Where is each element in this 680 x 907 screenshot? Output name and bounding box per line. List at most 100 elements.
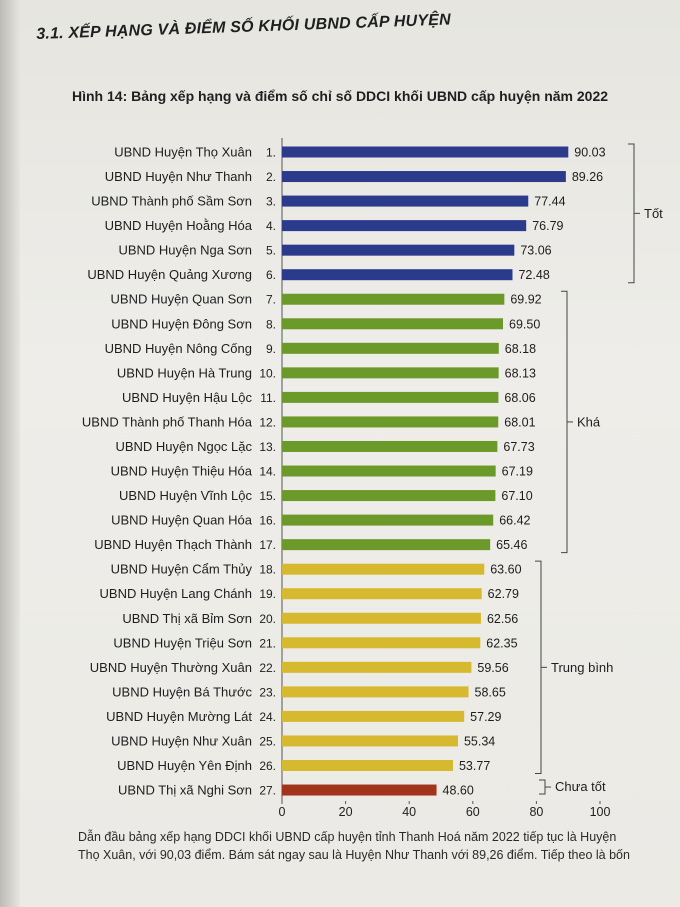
rank-label: 21. — [259, 636, 276, 650]
bar — [282, 244, 515, 256]
category-label: UBND Huyện Thọ Xuân — [114, 145, 252, 160]
category-label: UBND Huyện Đông Sơn — [111, 316, 252, 331]
bar — [282, 367, 499, 379]
rank-label: 20. — [259, 612, 276, 626]
value-label: 62.56 — [487, 612, 518, 626]
category-label: UBND Huyện Nga Sơn — [118, 243, 252, 258]
rank-label: 13. — [259, 440, 276, 454]
bar — [282, 514, 494, 526]
group-label: Chưa tốt — [555, 779, 606, 794]
category-label: UBND Thành phố Sầm Sơn — [91, 194, 252, 209]
rank-label: 5. — [266, 244, 276, 258]
bar — [282, 710, 465, 722]
value-label: 66.42 — [499, 514, 530, 528]
page-fold-shadow — [0, 0, 20, 907]
value-label: 57.29 — [470, 710, 501, 724]
value-label: 69.50 — [509, 317, 540, 331]
value-label: 67.10 — [501, 489, 532, 503]
rank-label: 4. — [266, 219, 276, 233]
value-label: 67.19 — [502, 465, 533, 479]
category-label: UBND Huyện Như Xuân — [111, 733, 252, 748]
value-label: 63.60 — [490, 563, 521, 577]
group-bracket — [539, 779, 546, 795]
category-label: UBND Huyện Mường Lát — [106, 709, 252, 724]
x-tick-label: 40 — [402, 805, 416, 819]
x-tick-label: 60 — [466, 805, 480, 819]
value-label: 68.18 — [505, 342, 536, 356]
value-label: 62.79 — [488, 587, 519, 601]
rank-label: 16. — [259, 514, 276, 528]
category-label: UBND Thị xã Nghi Sơn — [118, 783, 252, 798]
bar — [282, 269, 513, 281]
bar — [282, 220, 527, 232]
rank-label: 18. — [259, 563, 276, 577]
body-text-line-2: Thọ Xuân, với 90,03 điểm. Bám sát ngay s… — [78, 848, 630, 862]
value-label: 62.35 — [486, 636, 517, 650]
value-label: 73.06 — [520, 244, 551, 258]
group-label: Tốt — [644, 206, 663, 221]
rank-label: 1. — [266, 146, 276, 160]
bar — [282, 171, 566, 183]
category-label: UBND Thị xã Bỉm Sơn — [122, 611, 252, 626]
rank-label: 27. — [259, 784, 276, 798]
rank-label: 8. — [266, 317, 276, 331]
x-tick-label: 100 — [590, 805, 611, 819]
rank-label: 3. — [266, 195, 276, 209]
bar — [282, 293, 505, 305]
category-label: UBND Huyện Hà Trung — [117, 365, 252, 380]
bar — [282, 318, 504, 330]
value-label: 76.79 — [532, 219, 563, 233]
bar — [282, 661, 472, 673]
category-label: UBND Huyện Bá Thước — [112, 684, 252, 699]
value-label: 89.26 — [572, 170, 603, 184]
category-label: UBND Thành phố Thanh Hóa — [82, 414, 253, 429]
value-label: 65.46 — [496, 538, 527, 552]
bar — [282, 416, 499, 428]
bar — [282, 588, 482, 600]
category-label: UBND Huyện Quan Sơn — [111, 292, 252, 307]
bar — [282, 686, 469, 698]
bar — [282, 563, 485, 575]
group-label: Trung bình — [551, 660, 613, 675]
category-label: UBND Huyện Thạch Thành — [94, 537, 252, 552]
bar — [282, 612, 481, 624]
bar — [282, 760, 453, 771]
value-label: 68.06 — [504, 391, 535, 405]
rank-label: 2. — [266, 170, 276, 184]
category-label: UBND Huyện Hậu Lộc — [122, 390, 253, 405]
bar — [282, 735, 458, 747]
value-label: 90.03 — [574, 146, 605, 160]
value-label: 72.48 — [518, 268, 549, 282]
category-label: UBND Huyện Thường Xuân — [90, 660, 252, 675]
rank-label: 23. — [259, 685, 276, 699]
rank-label: 12. — [259, 415, 276, 429]
figure-title: Hình 14: Bảng xếp hạng và điểm số chỉ số… — [72, 88, 609, 104]
category-label: UBND Huyện Nông Cống — [105, 341, 252, 356]
bar — [282, 146, 569, 158]
bar — [282, 391, 499, 403]
rank-label: 24. — [259, 710, 276, 724]
category-label: UBND Huyện Thiệu Hóa — [111, 464, 253, 479]
category-label: UBND Huyện Yên Định — [117, 758, 252, 773]
group-bracket — [535, 560, 542, 774]
rank-label: 22. — [259, 661, 276, 675]
x-tick-label: 0 — [279, 805, 286, 819]
value-label: 53.77 — [459, 759, 490, 773]
rank-label: 10. — [259, 366, 276, 380]
rank-label: 15. — [259, 489, 276, 503]
value-label: 59.56 — [477, 661, 508, 675]
value-label: 58.65 — [475, 685, 506, 699]
bar — [282, 784, 437, 796]
rank-label: 19. — [259, 587, 276, 601]
rank-label: 11. — [260, 391, 276, 405]
body-text-line-1: Dẫn đầu bảng xếp hạng DDCI khối UBND cấp… — [78, 830, 617, 844]
x-tick-label: 80 — [529, 805, 543, 819]
category-label: UBND Huyện Như Thanh — [105, 169, 252, 184]
rank-label: 25. — [259, 734, 276, 748]
x-tick-label: 20 — [339, 805, 353, 819]
value-label: 69.92 — [510, 293, 541, 307]
rank-label: 26. — [259, 759, 276, 773]
rank-label: 7. — [266, 293, 276, 307]
